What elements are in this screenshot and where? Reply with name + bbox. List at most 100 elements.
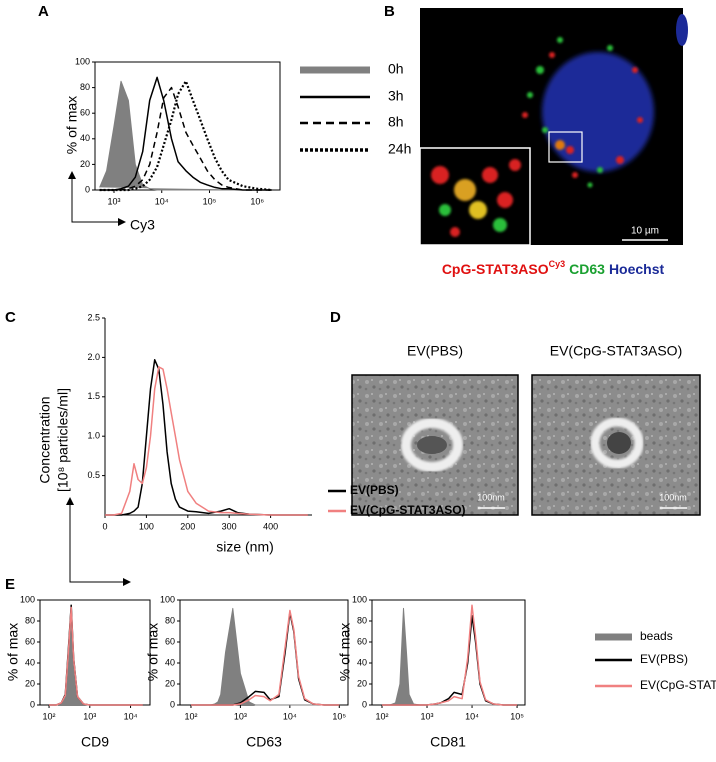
series-line (99, 80, 272, 191)
x-tick-label: 400 (263, 521, 278, 531)
y-tick-label: 80 (165, 615, 175, 625)
y-axis-label: % of max (64, 96, 80, 154)
y-axis-label: % of max (5, 623, 21, 681)
plot-frame (179, 599, 349, 706)
y-tick-label: 20 (165, 678, 175, 688)
tem-image (351, 374, 519, 516)
x-tick-label: 10³ (107, 196, 120, 206)
image-title: EV(PBS) (407, 343, 463, 359)
y-tick-label: 0 (85, 184, 90, 194)
legend-label: EV(CpG-STAT3ASO) (350, 503, 466, 517)
series-line (382, 607, 518, 706)
axis-arrow (71, 178, 126, 226)
y-tick-label: 80 (80, 82, 90, 92)
x-tick-label: 10⁵ (510, 711, 524, 721)
y-tick-label: 2.0 (87, 352, 100, 362)
y-tick-label: 100 (160, 594, 175, 604)
y-tick-label: 0.5 (87, 470, 100, 480)
image-title: EV(CpG-STAT3ASO) (550, 343, 683, 359)
legend-label: 0h (388, 61, 404, 77)
series-line (99, 76, 272, 191)
axis-arrow (69, 505, 131, 586)
plot-frame (371, 599, 526, 706)
scale-bar-label: 100nm (659, 492, 687, 502)
series-line (105, 366, 308, 516)
y-axis-label: Concentration (37, 396, 53, 483)
x-axis-label: CD9 (81, 734, 109, 750)
x-tick-label: 10⁴ (124, 711, 138, 721)
x-tick-label: 10³ (234, 711, 247, 721)
legend-label: EV(PBS) (350, 483, 399, 497)
stain-label: CpG-STAT3ASO (442, 261, 549, 277)
legend-label: 24h (388, 141, 411, 157)
panel-letter: D (330, 309, 341, 326)
stain-superscript: Cy3 (549, 259, 566, 269)
y-tick-label: 100 (352, 594, 367, 604)
series-line (49, 606, 143, 706)
x-tick-label: 10⁴ (465, 711, 479, 721)
y-tick-label: 0 (362, 699, 367, 709)
y-axis-label: % of max (145, 623, 161, 681)
stain-label: CD63 (569, 261, 605, 277)
y-tick-label: 0 (30, 699, 35, 709)
legend-label: beads (640, 629, 673, 643)
series-line (382, 604, 518, 706)
panel-letter: E (5, 576, 15, 593)
x-tick-label: 300 (222, 521, 237, 531)
y-tick-label: 40 (80, 133, 90, 143)
y-tick-label: 2.5 (87, 312, 100, 322)
y-tick-label: 1.5 (87, 391, 100, 401)
microscopy-image (419, 8, 688, 246)
tem-image (531, 374, 701, 516)
y-tick-label: 20 (25, 678, 35, 688)
x-tick-label: 10³ (421, 711, 434, 721)
y-tick-label: 40 (165, 657, 175, 667)
x-tick-label: 100 (139, 521, 154, 531)
y-tick-label: 60 (357, 636, 367, 646)
x-tick-label: 0 (102, 521, 107, 531)
series-line (49, 607, 143, 706)
series-line (49, 604, 143, 706)
x-tick-label: 200 (180, 521, 195, 531)
x-tick-label: 10⁵ (203, 196, 217, 206)
y-tick-label: 0 (170, 699, 175, 709)
x-axis-label: size (nm) (216, 539, 274, 555)
series-line (105, 359, 308, 516)
x-axis-label: Cy3 (130, 217, 155, 233)
y-axis-label: [10⁸ particles/ml] (55, 388, 71, 492)
y-tick-label: 60 (80, 108, 90, 118)
legend-label: EV(PBS) (640, 652, 688, 666)
panel-letter: C (5, 309, 16, 326)
y-tick-label: 80 (25, 615, 35, 625)
x-tick-label: 10³ (83, 711, 96, 721)
y-tick-label: 100 (20, 594, 35, 604)
x-tick-label: 10⁴ (283, 711, 297, 721)
legend-label: EV(CpG-STAT3ASO) (640, 678, 716, 692)
panel-letter: A (38, 3, 49, 20)
stain-label: Hoechst (609, 261, 665, 277)
scale-bar-label: 10 µm (631, 226, 659, 237)
stain-caption: CpG-STAT3ASOCy3 CD63 Hoechst (442, 259, 665, 276)
y-tick-label: 100 (75, 56, 90, 66)
legend-label: 3h (388, 88, 404, 104)
x-tick-label: 10² (375, 711, 388, 721)
series-line (99, 80, 272, 192)
x-axis-label: CD81 (430, 734, 466, 750)
y-axis-label: % of max (337, 623, 353, 681)
plot-frame (39, 599, 151, 706)
series-line (191, 611, 340, 706)
x-tick-label: 10⁴ (155, 196, 169, 206)
x-axis-label: CD63 (246, 734, 282, 750)
series-line (191, 609, 340, 706)
x-tick-label: 10⁶ (250, 196, 264, 206)
y-tick-label: 20 (80, 159, 90, 169)
legend-label: 8h (388, 114, 404, 130)
series-line (191, 607, 340, 706)
scale-bar-label: 100nm (477, 492, 505, 502)
x-tick-label: 10⁵ (332, 711, 346, 721)
x-tick-label: 10² (184, 711, 197, 721)
y-tick-label: 40 (25, 657, 35, 667)
y-tick-label: 1.0 (87, 431, 100, 441)
panel-letter: B (384, 3, 395, 20)
